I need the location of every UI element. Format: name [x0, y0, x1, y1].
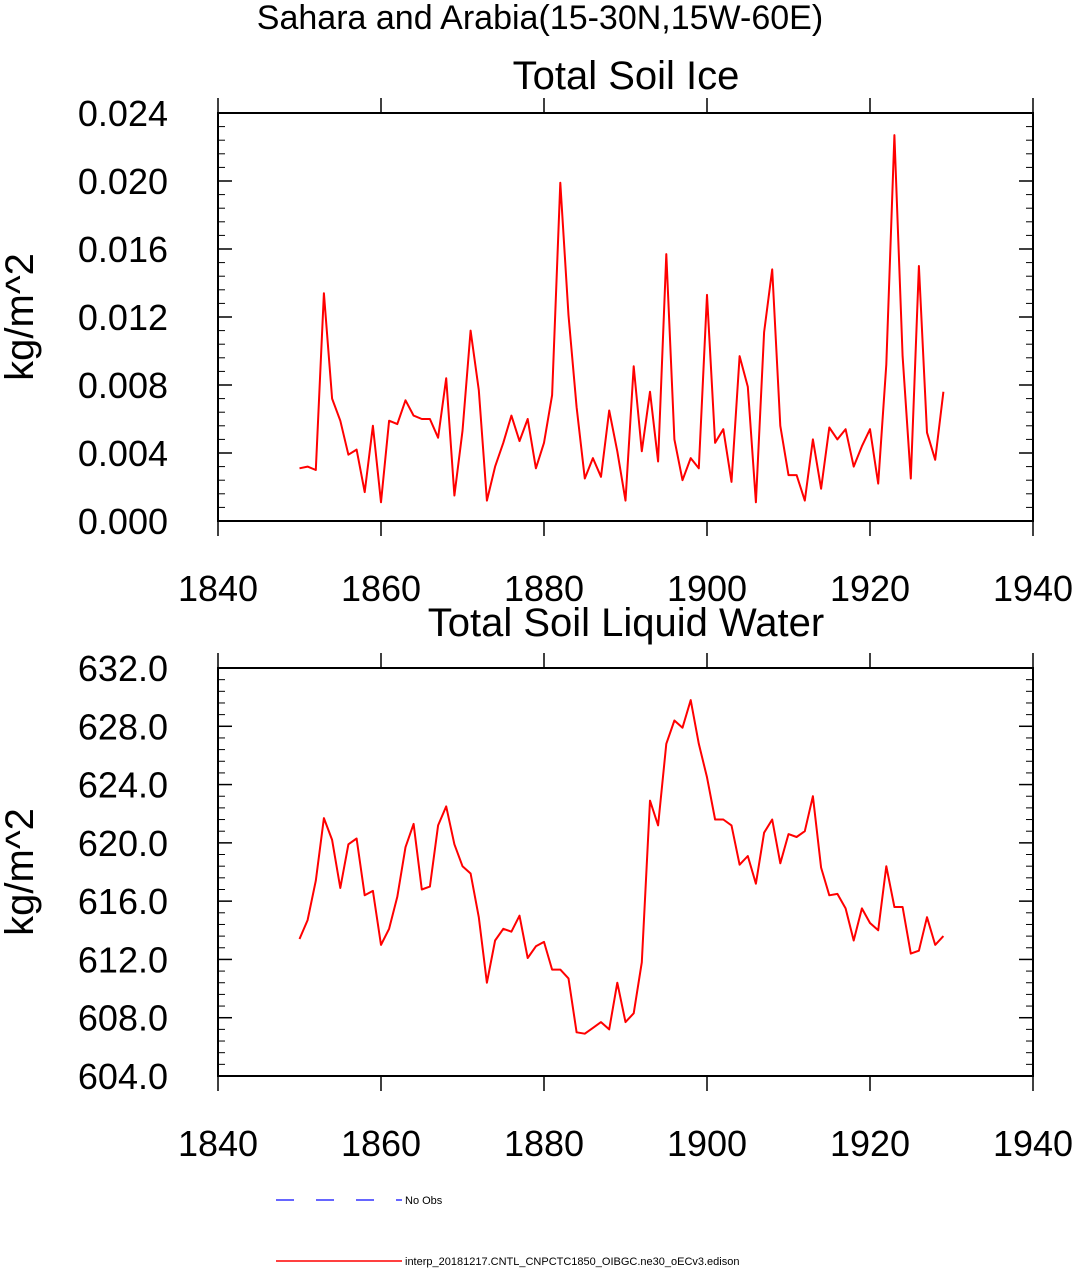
soil-ice-y-tick-label: 0.012: [78, 297, 168, 338]
soil-liquid-water-title: Total Soil Liquid Water: [428, 601, 824, 645]
soil-liquid-water-y-tick-label: 604.0: [78, 1056, 168, 1097]
soil-ice-x-tick-label: 1840: [178, 568, 258, 609]
soil-liquid-water-y-tick-label: 632.0: [78, 648, 168, 689]
soil-liquid-water-y-tick-label: 616.0: [78, 881, 168, 922]
soil-ice-ylabel: kg/m^2: [0, 253, 42, 381]
soil-ice-panel: Total Soil Ice kg/m^2 0.0000.0040.0080.0…: [0, 54, 1073, 609]
soil-liquid-water-x-tick-label: 1860: [341, 1123, 421, 1164]
soil-ice-title: Total Soil Ice: [513, 54, 740, 98]
soil-ice-axes: 0.000 0.004 0.008 0.012 0.016 0.020 0.024 1840 1…: [78, 93, 1073, 609]
soil-ice-y-tick-label: 0.016: [78, 229, 168, 270]
soil-liquid-water-y-tick-label: 620.0: [78, 823, 168, 864]
legend-no-obs-label: No Obs: [405, 1195, 443, 1207]
soil-ice-y-tick-label: 0.004: [78, 433, 168, 474]
legend: No Obs interp_20181217.CNTL_CNPCTC1850_O…: [276, 1195, 739, 1268]
soil-ice-x-tick-label: 1940: [993, 568, 1073, 609]
figure-title: Sahara and Arabia(15-30N,15W-60E): [257, 0, 823, 37]
soil-liquid-water-ylabel: kg/m^2: [0, 808, 42, 936]
soil-ice-series-line: [299, 134, 945, 504]
soil-liquid-water-x-tick-label: 1880: [504, 1123, 584, 1164]
soil-ice-x-tick-label: 1900: [667, 568, 747, 609]
soil-ice-y-tick-label: 0.024: [78, 93, 168, 134]
soil-liquid-water-x-tick-label: 1840: [178, 1123, 258, 1164]
soil-ice-x-tick-label: 1880: [504, 568, 584, 609]
soil-liquid-water-y-tick-label: 612.0: [78, 939, 168, 980]
soil-ice-plot-frame: [217, 112, 1034, 522]
soil-liquid-water-series-line: [298, 699, 945, 1035]
soil-ice-y-tick-label: 0.020: [78, 161, 168, 202]
soil-ice-y-tick-label: 0.008: [78, 365, 168, 406]
soil-ice-x-tick-label: 1920: [830, 568, 910, 609]
soil-liquid-water-plot-frame: [217, 667, 1034, 1077]
soil-liquid-water-x-tick-label: 1920: [830, 1123, 910, 1164]
soil-ice-y-tick-label: 0.000: [78, 501, 168, 542]
soil-liquid-water-x-tick-label: 1900: [667, 1123, 747, 1164]
soil-liquid-water-y-tick-label: 608.0: [78, 998, 168, 1039]
soil-ice-series: [299, 134, 945, 504]
soil-liquid-water-y-tick-label: 628.0: [78, 706, 168, 747]
soil-liquid-water-y-tick-label: 624.0: [78, 765, 168, 806]
legend-model-label: interp_20181217.CNTL_CNPCTC1850_OIBGC.ne…: [405, 1256, 739, 1268]
soil-liquid-water-panel: Total Soil Liquid Water kg/m^2 604.0 608.…: [0, 601, 1073, 1164]
soil-liquid-water-series: [298, 699, 945, 1035]
soil-liquid-water-axes: 604.0 608.0 612.0 616.0 620.0 624.0 628.0 632.0…: [78, 648, 1073, 1164]
soil-ice-x-tick-label: 1860: [341, 568, 421, 609]
soil-liquid-water-x-tick-label: 1940: [993, 1123, 1073, 1164]
